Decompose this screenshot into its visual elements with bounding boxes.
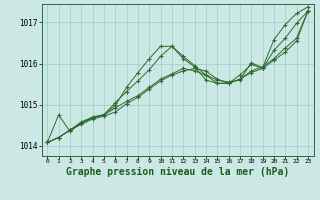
X-axis label: Graphe pression niveau de la mer (hPa): Graphe pression niveau de la mer (hPa) [66,167,289,177]
